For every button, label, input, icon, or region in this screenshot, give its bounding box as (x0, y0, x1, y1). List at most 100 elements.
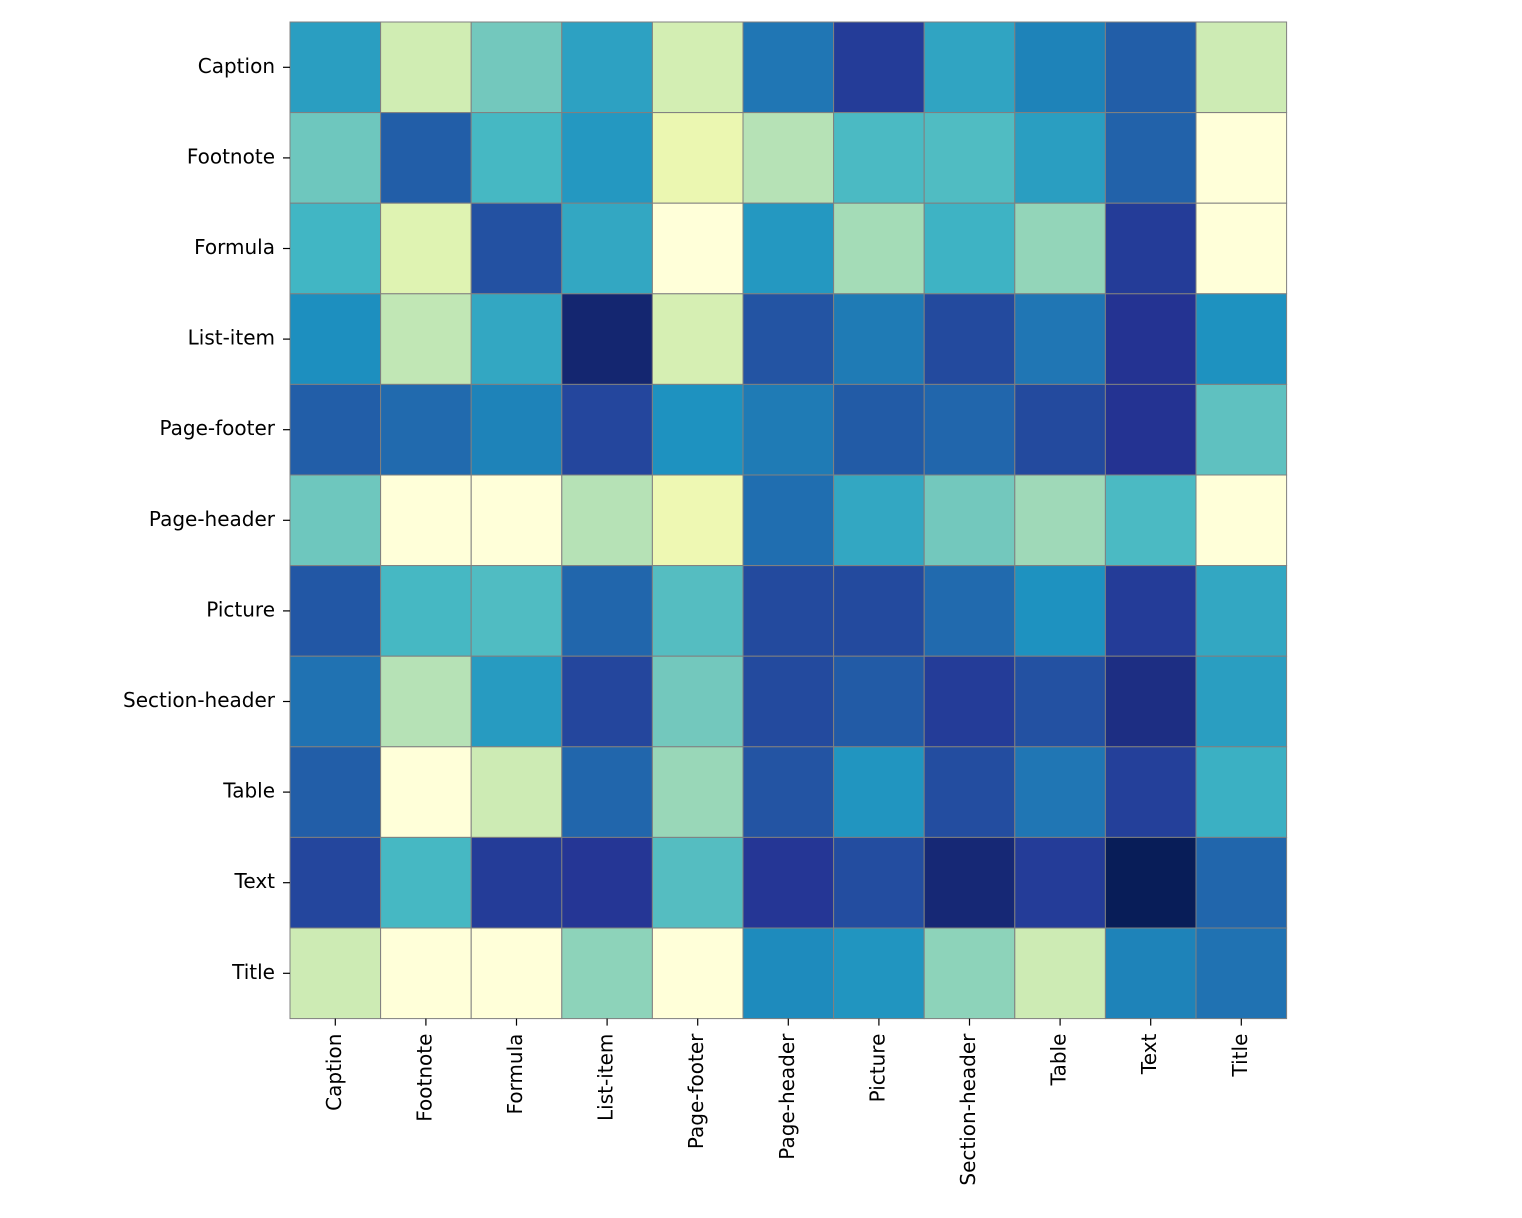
y-axis-ticks: Caption Footnote Formula List-item Page-foot… (123, 54, 290, 984)
heatmap-cell-formula-section-header (923, 202, 1016, 295)
y-tick-label: Page-header (149, 507, 276, 531)
heatmap-cell-section-header-page-header (742, 655, 835, 748)
y-tick-label: Footnote (187, 144, 275, 168)
heatmap-cell-list-item-section-header (923, 293, 1016, 385)
heatmap-cell-table-list-item (561, 746, 653, 838)
x-tick-label: Page-header (775, 1033, 799, 1160)
y-tick-label: Caption (198, 54, 275, 78)
heatmap-cell-table-page-footer (651, 746, 744, 838)
heatmap-cell-picture-formula (470, 565, 563, 657)
heatmap-cell-footnote-title (1195, 112, 1288, 204)
heatmap-cell-table-table (1014, 746, 1106, 838)
heatmap-cell-section-header-title (1195, 655, 1288, 748)
x-tick-label: Page-footer (684, 1033, 708, 1149)
heatmap-cell-caption-title (1195, 21, 1288, 114)
heatmap-cell-page-header-text (1104, 474, 1197, 567)
heatmap-cell-footnote-page-header (742, 112, 835, 204)
heatmap-cell-caption-caption (289, 21, 382, 114)
heatmap-cell-text-formula (470, 836, 563, 929)
heatmap-cell-list-item-page-footer (651, 293, 744, 385)
heatmap-cell-title-footnote (380, 927, 472, 1020)
heatmap-cell-list-item-formula (470, 293, 563, 385)
heatmap-cell-page-footer-page-footer (651, 383, 744, 476)
heatmap-cell-table-caption (289, 746, 382, 838)
y-tick-label: Formula (194, 235, 275, 259)
heatmap-cell-title-formula (470, 927, 563, 1020)
heatmap-cell-section-header-section-header (923, 655, 1016, 748)
heatmap-cell-list-item-title (1195, 293, 1288, 385)
x-tick-label: Table (1047, 1034, 1071, 1087)
x-tick-label: Title (1228, 1034, 1252, 1078)
x-tick-label: Formula (503, 1034, 527, 1115)
y-tick-label: Section-header (123, 688, 276, 712)
heatmap-cell-title-section-header (923, 927, 1016, 1020)
heatmap-cell-list-item-caption (289, 293, 382, 385)
heatmap-cell-formula-caption (289, 202, 382, 295)
heatmap-cell-caption-page-footer (651, 21, 744, 114)
heatmap-cell-picture-title (1195, 565, 1288, 657)
heatmap-cell-title-list-item (561, 927, 653, 1020)
heatmap-cell-formula-list-item (561, 202, 653, 295)
heatmap-cell-title-picture (833, 927, 925, 1020)
heatmap-cells (289, 21, 1288, 1020)
heatmap-cell-section-header-footnote (380, 655, 472, 748)
heatmap-cell-table-section-header (923, 746, 1016, 838)
heatmap-cell-formula-title (1195, 202, 1288, 295)
heatmap-cell-page-header-page-footer (651, 474, 744, 567)
heatmap-cell-formula-picture (833, 202, 925, 295)
heatmap-cell-formula-text (1104, 202, 1197, 295)
heatmap-cell-text-table (1014, 836, 1106, 929)
heatmap-cell-page-header-title (1195, 474, 1288, 567)
heatmap-cell-formula-formula (470, 202, 563, 295)
x-tick-label: Caption (322, 1034, 346, 1111)
x-axis-ticks: Caption Footnote Formula List-item Page-foot… (322, 1018, 1252, 1186)
heatmap-cell-page-footer-table (1014, 383, 1106, 476)
x-tick-label: Picture (865, 1034, 889, 1103)
heatmap-cell-page-footer-title (1195, 383, 1288, 476)
heatmap-cell-footnote-section-header (923, 112, 1016, 204)
heatmap-cell-page-header-section-header (923, 474, 1016, 567)
heatmap-cell-caption-section-header (923, 21, 1016, 114)
heatmap-cell-page-footer-footnote (380, 383, 472, 476)
heatmap-cell-page-header-list-item (561, 474, 653, 567)
heatmap-cell-section-header-text (1104, 655, 1197, 748)
heatmap-cell-footnote-caption (289, 112, 382, 204)
heatmap-cell-table-footnote (380, 746, 472, 838)
heatmap-cell-formula-footnote (380, 202, 472, 295)
heatmap-cell-caption-list-item (561, 21, 653, 114)
heatmap-cell-section-header-picture (833, 655, 925, 748)
heatmap-cell-list-item-table (1014, 293, 1106, 385)
heatmap-cell-text-picture (833, 836, 925, 929)
heatmap-cell-list-item-picture (833, 293, 925, 385)
heatmap-cell-caption-page-header (742, 21, 835, 114)
heatmap-cell-section-header-table (1014, 655, 1106, 748)
heatmap-cell-formula-page-header (742, 202, 835, 295)
heatmap-cell-text-page-header (742, 836, 835, 929)
heatmap-cell-page-header-formula (470, 474, 563, 567)
heatmap-cell-page-footer-section-header (923, 383, 1016, 476)
heatmap-cell-text-list-item (561, 836, 653, 929)
heatmap-cell-picture-table (1014, 565, 1106, 657)
heatmap-cell-page-footer-formula (470, 383, 563, 476)
heatmap-cell-table-picture (833, 746, 925, 838)
heatmap-cell-list-item-text (1104, 293, 1197, 385)
heatmap-cell-section-header-caption (289, 655, 382, 748)
heatmap-cell-page-header-page-header (742, 474, 835, 567)
heatmap-cell-picture-section-header (923, 565, 1016, 657)
heatmap-cell-text-footnote (380, 836, 472, 929)
heatmap-cell-footnote-formula (470, 112, 563, 204)
heatmap-cell-page-footer-picture (833, 383, 925, 476)
heatmap-cell-picture-picture (833, 565, 925, 657)
heatmap-cell-section-header-page-footer (651, 655, 744, 748)
heatmap-cell-section-header-formula (470, 655, 563, 748)
heatmap-cell-title-text (1104, 927, 1197, 1020)
heatmap-cell-footnote-picture (833, 112, 925, 204)
heatmap-cell-title-table (1014, 927, 1106, 1020)
heatmap-cell-caption-text (1104, 21, 1197, 114)
heatmap-cell-text-section-header (923, 836, 1016, 929)
heatmap-cell-page-header-picture (833, 474, 925, 567)
heatmap-cell-picture-page-header (742, 565, 835, 657)
y-tick-label: Title (231, 960, 275, 984)
heatmap-cell-list-item-list-item (561, 293, 653, 385)
heatmap-cell-footnote-footnote (380, 112, 472, 204)
